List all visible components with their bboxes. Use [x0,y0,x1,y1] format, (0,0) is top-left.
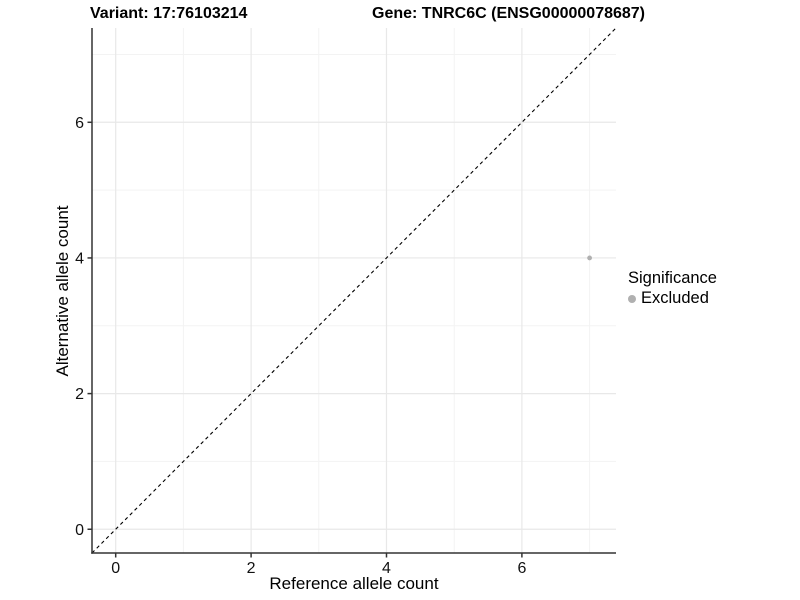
legend-point-icon [628,294,636,303]
x-tick-label: 6 [517,560,526,577]
legend-item-label: Excluded [641,289,709,307]
y-tick-label: 0 [75,522,84,539]
legend: Significance Excluded [628,269,717,308]
legend-title: Significance [628,269,717,287]
y-tick-label: 2 [75,386,84,403]
data-point [587,255,592,261]
variant-title: Variant: 17:76103214 [90,5,248,22]
y-tick-label: 6 [75,115,84,132]
x-tick-label: 0 [111,560,120,577]
identity-line [91,27,617,554]
x-tick-label: 2 [247,560,256,577]
y-axis-title: Alternative allele count [53,205,72,377]
gene-title: Gene: TNRC6C (ENSG00000078687) [372,5,646,22]
x-tick-label: 4 [382,560,391,577]
legend-item-excluded: Excluded [628,289,717,308]
x-axis-title: Reference allele count [269,574,439,593]
y-tick-label: 4 [75,250,84,267]
